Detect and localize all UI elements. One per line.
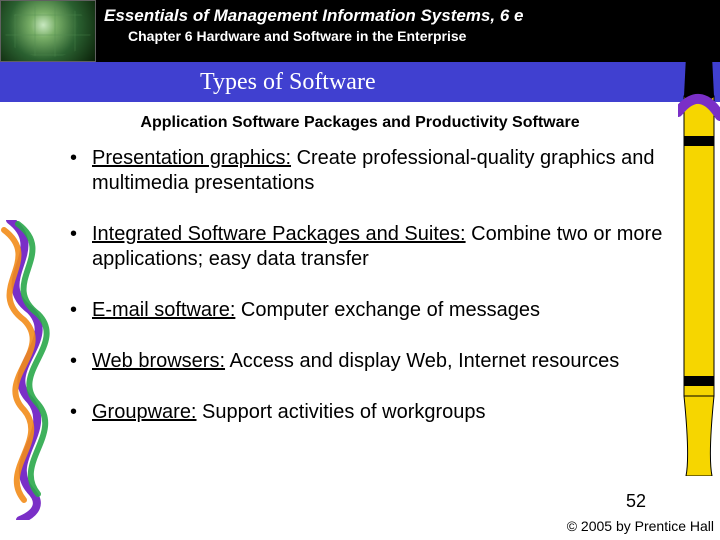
slide: Essentials of Management Information Sys…: [0, 0, 720, 540]
list-item: Presentation graphics: Create profession…: [70, 146, 680, 196]
header-bar: Essentials of Management Information Sys…: [0, 0, 720, 62]
bullet-desc: Computer exchange of messages: [235, 299, 540, 321]
list-item: Web browsers: Access and display Web, In…: [70, 349, 680, 374]
copyright: © 2005 by Prentice Hall: [567, 518, 714, 534]
bullet-desc: Access and display Web, Internet resourc…: [225, 350, 619, 372]
slide-subtitle: Application Software Packages and Produc…: [0, 102, 720, 146]
list-item: E-mail software: Computer exchange of me…: [70, 298, 680, 323]
content-area: Presentation graphics: Create profession…: [0, 146, 720, 425]
list-item: Groupware: Support activities of workgro…: [70, 400, 680, 425]
section-title: Types of Software: [200, 69, 376, 96]
chapter-label: Chapter 6 Hardware and Software in the E…: [104, 28, 720, 44]
bullet-term: Groupware:: [92, 401, 197, 423]
bullet-desc: Support activities of workgroups: [197, 401, 486, 423]
bullet-term: Web browsers:: [92, 350, 225, 372]
header-text: Essentials of Management Information Sys…: [96, 0, 720, 62]
book-title: Essentials of Management Information Sys…: [104, 6, 720, 26]
bullet-term: Presentation graphics:: [92, 147, 291, 169]
list-item: Integrated Software Packages and Suites:…: [70, 222, 680, 272]
page-number: 52: [626, 491, 646, 512]
bullet-list: Presentation graphics: Create profession…: [70, 146, 680, 425]
globe-icon: [0, 0, 96, 62]
section-band: Types of Software: [0, 62, 720, 102]
bullet-term: Integrated Software Packages and Suites:: [92, 223, 466, 245]
bullet-term: E-mail software:: [92, 299, 235, 321]
